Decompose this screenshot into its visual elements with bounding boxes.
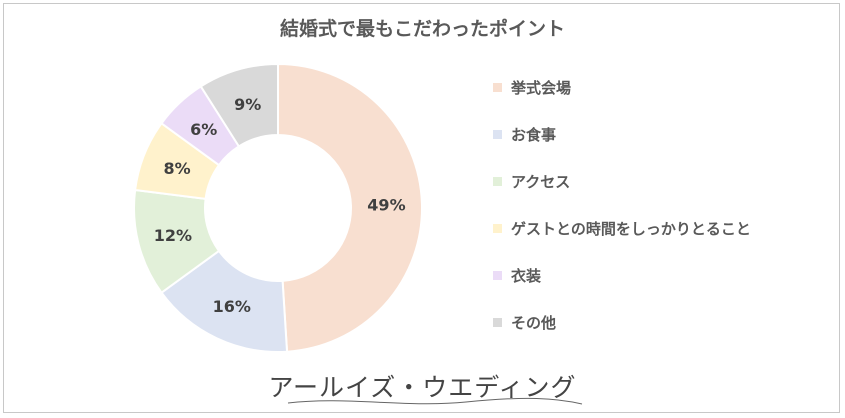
legend-item: 挙式会場: [493, 76, 838, 99]
legend-swatch: [493, 224, 502, 233]
brand-logo-text: アールイズ・ウエディング: [268, 373, 577, 402]
legend-item: その他: [493, 311, 838, 334]
legend-label: アクセス: [511, 173, 571, 191]
chart-legend: 挙式会場お食事アクセスゲストとの時間をしっかりとること 衣装その他: [493, 76, 838, 358]
legend-swatch: [493, 83, 502, 92]
legend-label: 衣装: [511, 267, 542, 285]
slice-value-label: 16%: [213, 297, 251, 316]
legend-item: ゲストとの時間をしっかりとること: [493, 217, 838, 240]
slice-value-label: 9%: [234, 95, 261, 114]
legend-label: 挙式会場: [511, 79, 572, 97]
legend-swatch: [493, 318, 502, 327]
slice-value-label: 49%: [367, 196, 405, 215]
legend-swatch: [493, 271, 502, 280]
legend-item: アクセス: [493, 170, 838, 193]
donut-slice: [277, 62, 424, 353]
slice-value-label: 12%: [154, 226, 192, 245]
legend-swatch: [493, 177, 502, 186]
donut-slice: [199, 62, 279, 148]
legend-label: お食事: [511, 126, 557, 144]
legend-item: 衣装: [493, 264, 838, 287]
legend-label: ゲストとの時間をしっかりとること: [511, 220, 751, 238]
slice-value-label: 6%: [190, 120, 217, 139]
chart-title: 結婚式で最もこだわったポイント: [279, 18, 565, 40]
legend-swatch: [493, 130, 502, 139]
slice-value-label: 8%: [164, 159, 191, 178]
brand-flourish-icon: [287, 397, 583, 405]
legend-item: お食事: [493, 123, 838, 146]
legend-label: その他: [511, 314, 557, 332]
